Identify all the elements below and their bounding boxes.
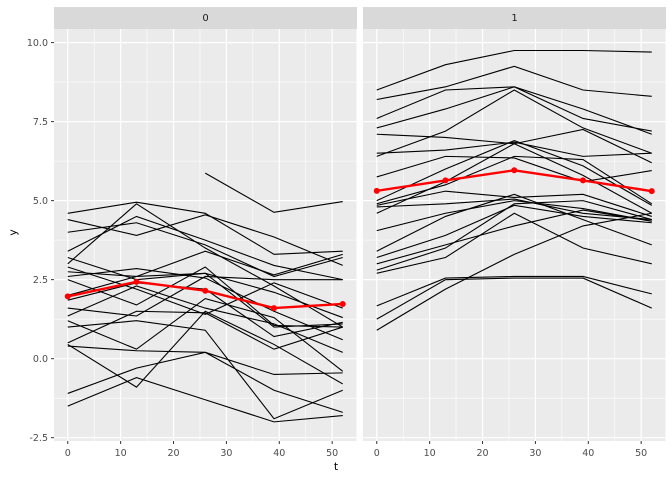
- trajectory-line: [67, 310, 343, 350]
- trajectory-line: [67, 298, 344, 372]
- x-tick-label: 0: [374, 448, 380, 459]
- trajectory-line: [67, 256, 343, 328]
- trajectory-line: [67, 275, 343, 317]
- trajectory-line: [376, 200, 652, 271]
- trajectory-line: [67, 201, 343, 255]
- x-tick-label: 20: [476, 448, 488, 459]
- trajectory-line: [376, 49, 652, 91]
- panel-1: [363, 29, 666, 441]
- trajectory-line: [67, 377, 343, 423]
- mean-point: [339, 300, 346, 307]
- y-tick-label: 10.0: [27, 38, 48, 49]
- mean-point: [202, 287, 209, 294]
- trajectory-line: [376, 65, 652, 101]
- trajectory-line: [376, 277, 652, 320]
- mean-point: [133, 278, 140, 285]
- x-tick-label: 40: [273, 448, 285, 459]
- trajectory-line: [67, 215, 343, 281]
- trajectory-line: [376, 190, 652, 217]
- trajectory-line: [376, 86, 652, 135]
- x-tick-label: 30: [529, 448, 541, 459]
- mean-point: [64, 293, 71, 300]
- x-tick-label: 20: [167, 448, 179, 459]
- panel-0: [54, 29, 357, 441]
- trajectory-line: [376, 193, 652, 252]
- trajectory-line: [67, 345, 343, 376]
- trajectory-line: [376, 204, 652, 259]
- y-tick-label: 0.0: [33, 354, 48, 365]
- trajectory-line: [376, 275, 652, 307]
- x-tick-label: 50: [326, 448, 338, 459]
- trajectory-line: [376, 89, 652, 157]
- y-tick-label: 2.5: [33, 275, 48, 286]
- x-tick-label: 10: [424, 448, 436, 459]
- mean-point: [271, 305, 277, 312]
- trajectory-line: [67, 266, 343, 316]
- trajectory-line: [67, 214, 343, 266]
- trajectory-line: [67, 320, 343, 420]
- trajectory-line: [376, 212, 652, 331]
- x-tick-label: 10: [115, 448, 127, 459]
- mean-point: [442, 177, 449, 184]
- x-tick-label: 0: [65, 448, 71, 459]
- y-axis-title: y: [6, 229, 20, 236]
- mean-point: [580, 177, 586, 184]
- trajectory-line: [376, 209, 652, 265]
- facet-strip-0: 0: [54, 7, 357, 29]
- trajectory-line: [376, 141, 652, 157]
- trajectory-line: [376, 139, 653, 206]
- facet-strip-0-label: 0: [202, 12, 209, 24]
- mean-point: [648, 188, 655, 195]
- x-axis-title: t: [333, 460, 339, 473]
- facet-strip-1-label: 1: [511, 12, 518, 24]
- trajectory-line: [376, 198, 652, 221]
- trajectory-line: [67, 268, 343, 341]
- facet-strip-1: 1: [363, 7, 666, 29]
- trajectory-line: [376, 212, 652, 274]
- mean-point: [373, 187, 380, 194]
- trajectory-line: [376, 143, 653, 214]
- trajectory-line: [376, 155, 653, 205]
- trajectory-line: [67, 250, 343, 296]
- y-tick-label: 5.0: [33, 196, 48, 207]
- x-tick-label: 30: [220, 448, 232, 459]
- trajectory-line: [204, 172, 343, 213]
- trajectory-line: [376, 200, 652, 232]
- trajectory-line: [67, 285, 343, 353]
- trajectory-line: [67, 310, 344, 388]
- x-tick-label: 40: [582, 448, 594, 459]
- trajectory-line: [376, 155, 652, 183]
- y-tick-label: -2.5: [29, 433, 48, 444]
- x-tick-label: 50: [635, 448, 647, 459]
- mean-point: [511, 167, 518, 174]
- y-tick-label: 7.5: [33, 117, 48, 128]
- trajectory-line: [67, 203, 344, 328]
